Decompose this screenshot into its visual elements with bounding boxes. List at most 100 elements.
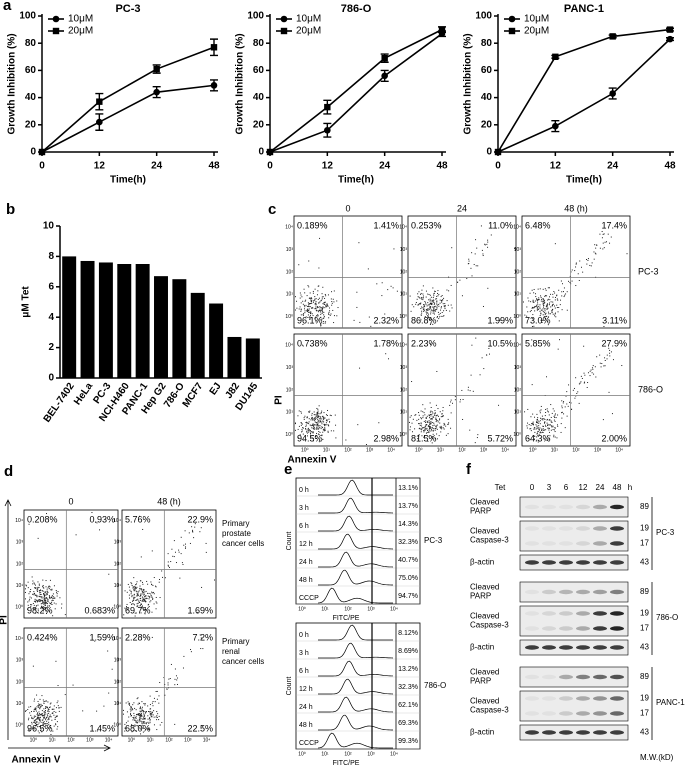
event-dot xyxy=(149,722,151,724)
event-dot xyxy=(441,301,443,303)
event-dot xyxy=(155,716,157,718)
event-dot xyxy=(188,532,190,534)
event-dot xyxy=(40,596,42,598)
y-tick-label: 40 xyxy=(253,92,265,103)
band xyxy=(576,526,590,531)
event-dot xyxy=(36,596,38,598)
event-dot xyxy=(308,316,310,318)
event-dot xyxy=(536,299,538,301)
event-dot xyxy=(433,299,435,301)
event-dot xyxy=(153,697,155,699)
event-dot xyxy=(421,425,423,427)
event-dot xyxy=(318,416,320,418)
event-dot xyxy=(558,289,560,291)
event-dot xyxy=(27,601,29,603)
event-dot xyxy=(152,714,154,716)
event-dot xyxy=(424,414,426,416)
event-dot xyxy=(139,715,141,717)
event-dot xyxy=(152,592,154,594)
row-label: cancer cells xyxy=(222,539,264,548)
event-dot xyxy=(155,690,157,692)
event-dot xyxy=(577,273,579,275)
event-dot xyxy=(436,300,438,302)
event-dot xyxy=(415,303,417,305)
log-tick-label: 10⁰ xyxy=(15,605,23,611)
event-dot xyxy=(140,725,142,727)
event-dot xyxy=(51,712,53,714)
event-dot xyxy=(547,307,549,309)
event-dot xyxy=(434,290,436,292)
log-tick-label: 10⁰ xyxy=(15,723,23,729)
event-dot xyxy=(314,296,316,298)
event-dot xyxy=(306,421,308,423)
event-dot xyxy=(430,309,432,311)
event-dot xyxy=(314,308,316,310)
event-dot xyxy=(111,668,113,670)
event-dot xyxy=(161,570,163,572)
event-dot xyxy=(143,718,145,720)
event-dot xyxy=(57,705,59,707)
event-dot xyxy=(141,715,143,717)
event-dot xyxy=(182,667,184,669)
event-dot xyxy=(325,424,327,426)
event-dot xyxy=(321,298,323,300)
event-dot xyxy=(568,384,570,386)
event-dot xyxy=(306,310,308,312)
event-dot xyxy=(310,298,312,300)
event-dot xyxy=(536,308,538,310)
event-dot xyxy=(132,704,134,706)
quadrant-value: 2.98% xyxy=(373,433,399,443)
event-dot xyxy=(580,375,582,377)
event-dot xyxy=(424,428,426,430)
event-dot xyxy=(151,591,153,593)
event-dot xyxy=(547,311,549,313)
event-dot xyxy=(307,427,309,429)
data-point xyxy=(96,118,103,126)
event-dot xyxy=(392,287,394,289)
legend-label: 10μM xyxy=(68,14,93,25)
event-dot xyxy=(300,314,302,316)
event-dot xyxy=(200,637,202,639)
event-dot xyxy=(325,422,327,424)
histogram-curve xyxy=(317,587,393,604)
event-dot xyxy=(46,592,48,594)
event-dot xyxy=(536,418,538,420)
event-dot xyxy=(317,423,319,425)
y-tick-label: 20 xyxy=(253,119,265,130)
event-dot xyxy=(440,427,442,429)
event-dot xyxy=(32,665,34,667)
event-dot xyxy=(530,430,532,432)
event-dot xyxy=(449,310,451,312)
event-dot xyxy=(55,716,57,718)
event-dot xyxy=(555,316,557,318)
event-dot xyxy=(532,423,534,425)
event-dot xyxy=(145,609,147,611)
event-dot xyxy=(576,392,578,394)
event-dot xyxy=(47,710,49,712)
event-dot xyxy=(320,310,322,312)
event-dot xyxy=(556,424,558,426)
event-dot xyxy=(323,317,325,319)
event-dot xyxy=(527,422,529,424)
event-dot xyxy=(603,326,605,327)
event-dot xyxy=(184,547,186,549)
event-dot xyxy=(587,258,589,260)
event-dot xyxy=(326,424,328,426)
event-dot xyxy=(155,608,157,610)
event-dot xyxy=(57,726,59,728)
panel-label: d xyxy=(4,463,13,480)
event-dot xyxy=(611,413,613,415)
event-dot xyxy=(429,425,431,427)
event-dot xyxy=(426,424,428,426)
event-dot xyxy=(55,724,57,726)
event-dot xyxy=(584,381,586,383)
event-dot xyxy=(151,596,153,598)
log-tick-label: 10⁴ xyxy=(15,518,23,524)
event-dot xyxy=(317,290,319,292)
event-dot xyxy=(307,428,309,430)
event-dot xyxy=(39,713,41,715)
event-dot xyxy=(144,599,146,601)
event-dot xyxy=(419,425,421,427)
event-dot xyxy=(388,358,390,360)
event-dot xyxy=(570,408,572,410)
